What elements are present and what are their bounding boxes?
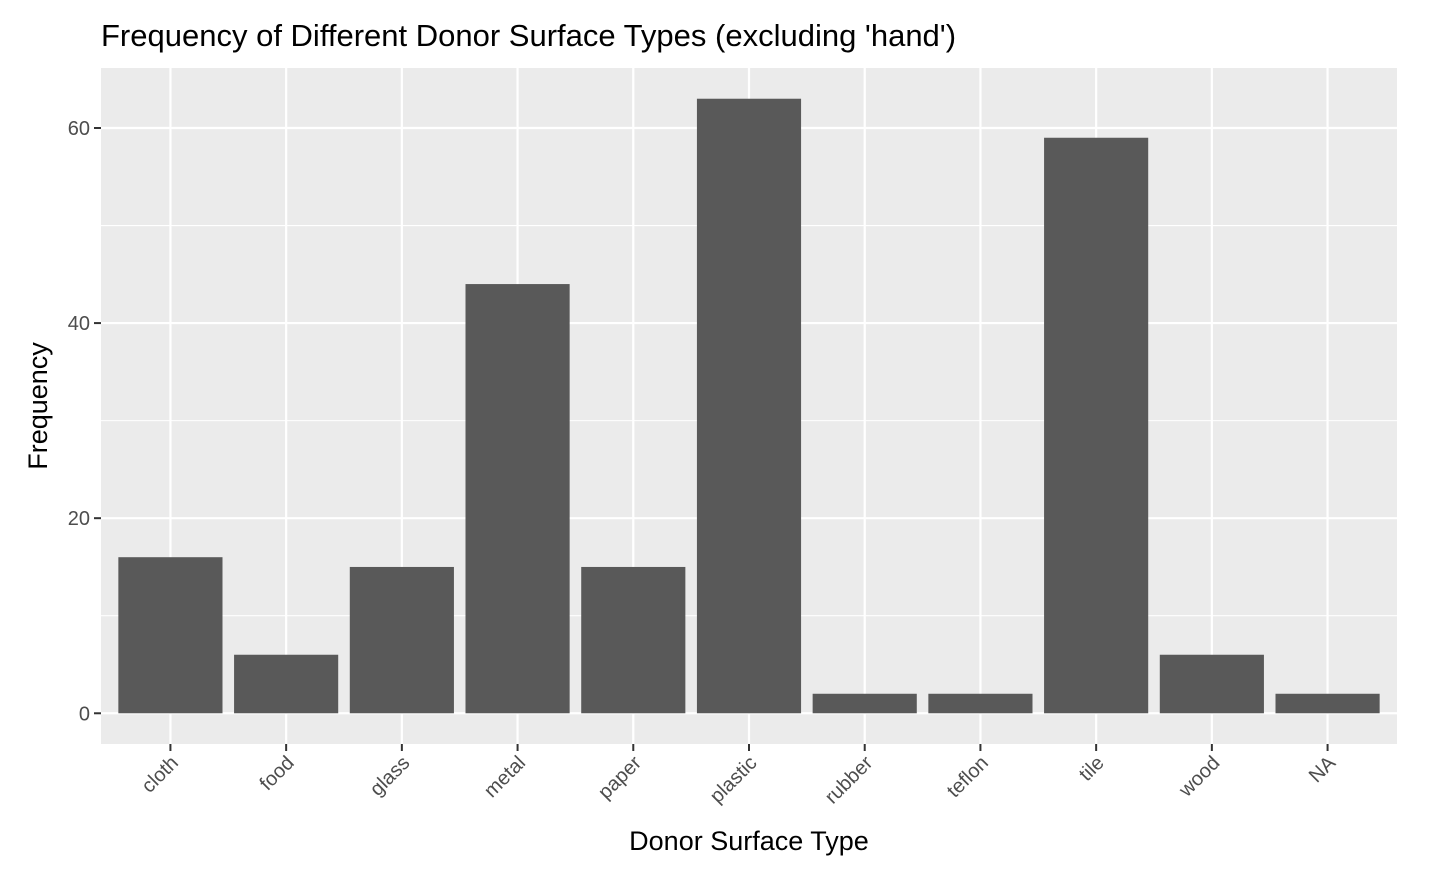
y-tick-label: 40 xyxy=(68,313,90,335)
x-axis-title: Donor Surface Type xyxy=(629,826,869,856)
x-tick-label: wood xyxy=(1174,752,1224,802)
y-tick-label: 20 xyxy=(68,508,90,530)
x-tick-label: rubber xyxy=(821,752,878,809)
bar-cloth xyxy=(118,557,223,714)
bars xyxy=(118,98,1380,714)
y-axis-title: Frequency xyxy=(23,342,53,470)
bar-plastic xyxy=(696,98,802,714)
x-tick-label: paper xyxy=(594,752,646,804)
x-tick-label: tile xyxy=(1075,752,1109,786)
bar-wood xyxy=(1159,654,1264,714)
bar-tile xyxy=(1044,137,1149,714)
x-axis: cloth food glass metal paper plastic rubber tef… xyxy=(138,744,1341,808)
y-tick-label: 60 xyxy=(68,118,90,140)
x-tick-label: NA xyxy=(1305,752,1341,788)
x-tick-label: food xyxy=(256,752,299,795)
y-axis: 0 20 40 60 xyxy=(68,118,101,725)
x-tick-label: glass xyxy=(366,752,415,801)
bar-paper xyxy=(581,566,686,714)
bar-na xyxy=(1275,693,1380,714)
x-tick-label: metal xyxy=(480,752,530,802)
bar-food xyxy=(234,654,339,714)
bar-rubber xyxy=(812,693,917,714)
x-tick-label: teflon xyxy=(943,752,993,802)
bar-glass xyxy=(349,566,454,714)
bar-metal xyxy=(465,284,570,714)
x-tick-label: cloth xyxy=(138,752,183,797)
bar-teflon xyxy=(928,693,1033,714)
chart-title: Frequency of Different Donor Surface Typ… xyxy=(101,18,956,53)
x-tick-label: plastic xyxy=(706,752,762,808)
y-tick-label: 0 xyxy=(79,703,90,725)
